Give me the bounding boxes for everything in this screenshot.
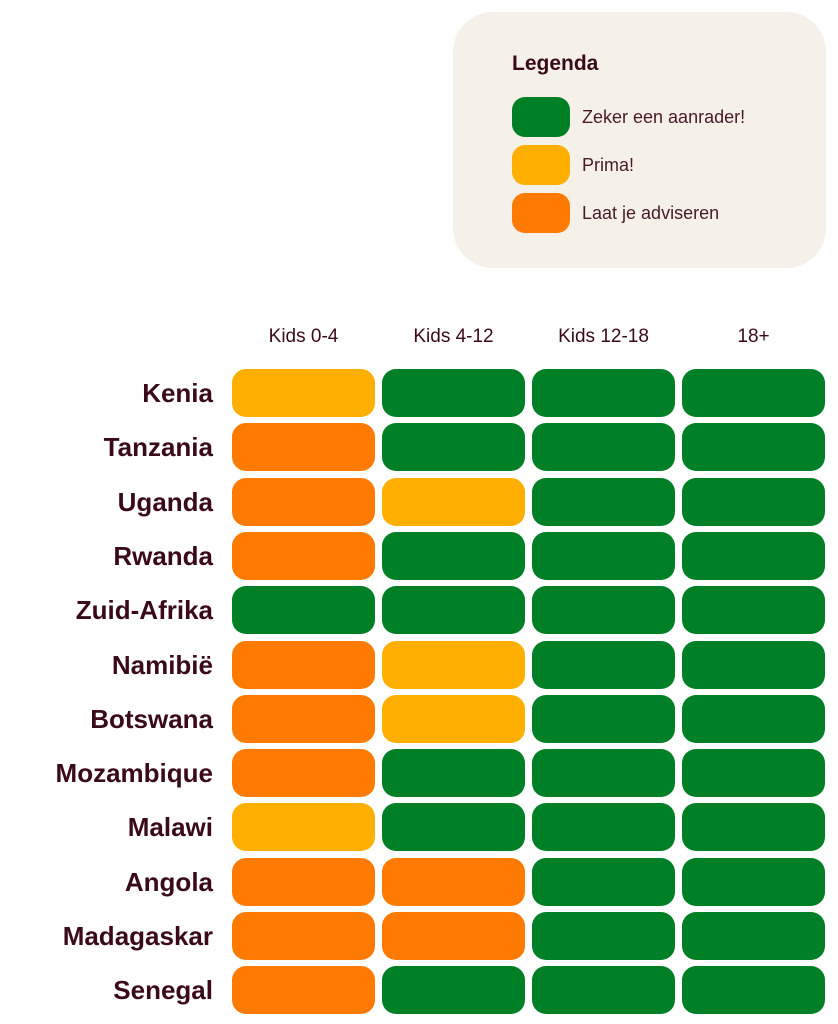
- heatmap-cell: [682, 531, 825, 580]
- heatmap-cell: [532, 531, 675, 580]
- heatmap-cell: [232, 966, 375, 1015]
- heatmap-cell: [532, 749, 675, 798]
- heatmap-cell: [382, 531, 525, 580]
- heatmap-cell: [532, 640, 675, 689]
- legend-swatch: [512, 97, 570, 137]
- heatmap-cell: [682, 749, 825, 798]
- legend-label: Laat je adviseren: [582, 202, 720, 223]
- legend-label: Prima!: [582, 154, 635, 175]
- heatmap-cell: [682, 640, 825, 689]
- heatmap-cell: [382, 477, 525, 526]
- row-label: Kenia: [142, 378, 213, 408]
- legend: Legenda Zeker een aanrader! Prima! Laat …: [453, 12, 826, 268]
- heatmap-cell: [682, 912, 825, 960]
- heatmap-cell: [532, 423, 675, 472]
- heatmap-cell: [532, 477, 675, 526]
- heatmap-cell: [382, 966, 525, 1015]
- heatmap-cell: [232, 477, 375, 526]
- heatmap-cell: [382, 586, 525, 635]
- heatmap-cell: [232, 586, 375, 635]
- heatmap-cell: [232, 369, 375, 417]
- heatmap-cell: [682, 586, 825, 635]
- row-label: Zuid-Afrika: [75, 595, 213, 626]
- legend-title: Legenda: [512, 52, 599, 75]
- heatmap-cell: [232, 749, 375, 798]
- heatmap-cell: [232, 694, 375, 743]
- heatmap-cell: [682, 477, 825, 526]
- heatmap-cell: [232, 857, 375, 906]
- heatmap-cell: [232, 912, 375, 960]
- row-label: Botswana: [90, 703, 213, 734]
- heatmap-cell: [532, 586, 675, 635]
- row-label: Madagaskar: [62, 921, 213, 951]
- column-header: Kids 12-18: [558, 326, 649, 347]
- heatmap-cell: [232, 640, 375, 689]
- legend-swatch: [512, 145, 570, 185]
- heatmap-cell: [682, 694, 825, 743]
- legend-label: Zeker een aanrader!: [582, 106, 746, 127]
- row-label: Angola: [124, 866, 213, 897]
- row-label: Malawi: [127, 812, 213, 843]
- heatmap-cell: [532, 966, 675, 1015]
- heatmap-cell: [382, 640, 525, 689]
- row-label: Tanzania: [103, 432, 213, 463]
- row-label: Uganda: [117, 486, 213, 517]
- heatmap-cell: [382, 694, 525, 743]
- heatmap-cell: [382, 749, 525, 798]
- heatmap-cell: [532, 369, 675, 417]
- heatmap-cell: [382, 369, 525, 417]
- heatmap-cell: [382, 912, 525, 960]
- heatmap-cell: [532, 803, 675, 852]
- heatmap-cell: [682, 369, 825, 417]
- row-label: Rwanda: [113, 540, 213, 571]
- heatmap-cell: [382, 857, 525, 906]
- column-header: 18+: [737, 326, 770, 347]
- heatmap-cell: [682, 857, 825, 906]
- row-label: Namibië: [111, 649, 213, 680]
- legend-item-recommended: Zeker een aanrader!: [512, 97, 745, 137]
- row-label: Mozambique: [55, 758, 213, 789]
- heatmap-cell: [232, 531, 375, 580]
- heatmap-cell: [682, 966, 825, 1015]
- row-label: Senegal: [113, 975, 213, 1006]
- heatmap-cell: [382, 803, 525, 852]
- heatmap-cell: [232, 423, 375, 472]
- heatmap-cell: [532, 694, 675, 743]
- heatmap-cell: [682, 423, 825, 472]
- heatmap-cell: [532, 912, 675, 960]
- heatmap-cell: [382, 423, 525, 472]
- heatmap-cell: [232, 803, 375, 852]
- heatmap-cell: [532, 857, 675, 906]
- column-header: Kids 0-4: [268, 326, 339, 347]
- legend-item-fine: Prima!: [512, 145, 634, 185]
- heatmap-cell: [682, 803, 825, 852]
- column-header: Kids 4-12: [413, 326, 494, 347]
- legend-swatch: [512, 193, 570, 233]
- legend-item-advice: Laat je adviseren: [512, 193, 719, 233]
